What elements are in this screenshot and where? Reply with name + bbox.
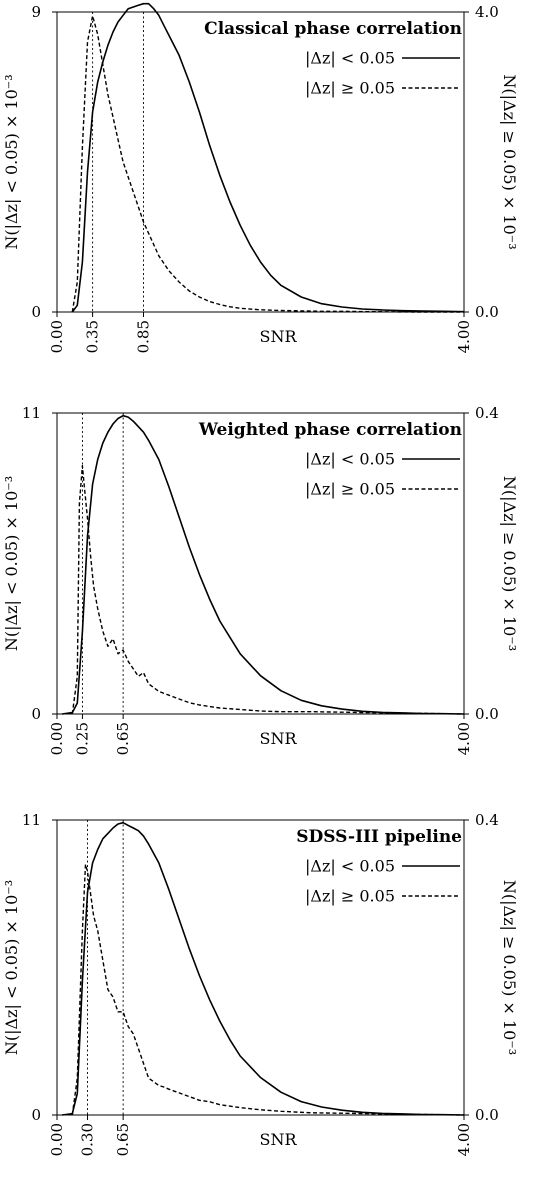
x-tick-label: 4.00	[455, 320, 473, 353]
legend-label: |Δz| ≥ 0.05	[305, 887, 395, 906]
y-left-axis-title: N(|Δz| < 0.05) × 10⁻³	[2, 476, 21, 651]
y-right-tick-label: 0.0	[475, 705, 499, 723]
series-line-solid	[61, 821, 465, 1116]
legend-label: |Δz| ≥ 0.05	[305, 79, 395, 98]
chart-panel-2: 0.00 0.25 0.65 4.00 SNR 0 11 0.0 0.4 N(|Δz| < 0.0…	[2, 404, 519, 755]
x-axis-title: SNR	[259, 1130, 297, 1149]
series-line-dashed	[71, 863, 465, 1116]
x-tick-label: 0.30	[79, 1123, 97, 1156]
series-line-dashed	[71, 465, 465, 715]
plot-frame	[56, 819, 465, 1116]
y-right-axis-title: N(|Δz| ≥ 0.05) × 10⁻³	[500, 74, 519, 249]
y-right-tick-label: 4.0	[475, 3, 499, 21]
legend-label: |Δz| < 0.05	[305, 49, 395, 68]
y-right-tick-label: 0.4	[475, 404, 499, 422]
y-right-axis-title: N(|Δz| ≥ 0.05) × 10⁻³	[500, 476, 519, 651]
x-axis-title: SNR	[259, 327, 297, 346]
x-tick-label: 0.65	[114, 722, 132, 755]
x-axis-title: SNR	[259, 729, 297, 748]
x-tick-label: 0.00	[48, 320, 66, 353]
x-tick-label: 0.35	[84, 320, 102, 353]
y-right-axis-title: N(|Δz| ≥ 0.05) × 10⁻³	[500, 880, 519, 1055]
x-tick-label: 0.00	[48, 1123, 66, 1156]
y-left-axis-title: N(|Δz| < 0.05) × 10⁻³	[2, 880, 21, 1055]
plot-frame	[56, 11, 465, 313]
y-right-tick-label: 0.4	[475, 811, 499, 829]
y-left-tick-label: 11	[22, 404, 41, 422]
chart-panel-1: 0.00 0.35 0.85 4.00 SNR 0 9 0.0 4.0 N(|Δz| < 0.05…	[2, 2, 519, 353]
panel-title: Classical phase correlation	[204, 19, 462, 39]
legend-label: |Δz| ≥ 0.05	[305, 480, 395, 499]
panel-title: SDSS-III pipeline	[296, 827, 462, 847]
x-tick-label: 0.85	[134, 320, 152, 353]
y-right-tick-label: 0.0	[475, 303, 499, 321]
y-right-tick-label: 0.0	[475, 1106, 499, 1124]
y-left-tick-label: 0	[31, 705, 41, 723]
y-left-tick-label: 0	[31, 1106, 41, 1124]
legend-label: |Δz| < 0.05	[305, 450, 395, 469]
legend-label: |Δz| < 0.05	[305, 857, 395, 876]
x-tick-label: 0.25	[73, 722, 91, 755]
y-left-tick-label: 11	[22, 811, 41, 829]
x-tick-label: 0.65	[114, 1123, 132, 1156]
x-tick-label: 4.00	[455, 722, 473, 755]
series-line-dashed	[71, 15, 464, 313]
y-left-tick-label: 9	[31, 3, 41, 21]
x-tick-label: 0.00	[48, 722, 66, 755]
series-line-solid	[61, 414, 465, 715]
plot-frame	[56, 412, 465, 715]
y-left-tick-label: 0	[31, 303, 41, 321]
x-tick-label: 4.00	[455, 1123, 473, 1156]
series-line-solid	[71, 2, 465, 313]
y-left-axis-title: N(|Δz| < 0.05) × 10⁻³	[2, 74, 21, 249]
chart-panel-3: 0.00 0.30 0.65 4.00 SNR 0 11 0.0 0.4 N(|Δz| < 0.0…	[2, 811, 519, 1156]
panel-title: Weighted phase correlation	[198, 420, 462, 440]
